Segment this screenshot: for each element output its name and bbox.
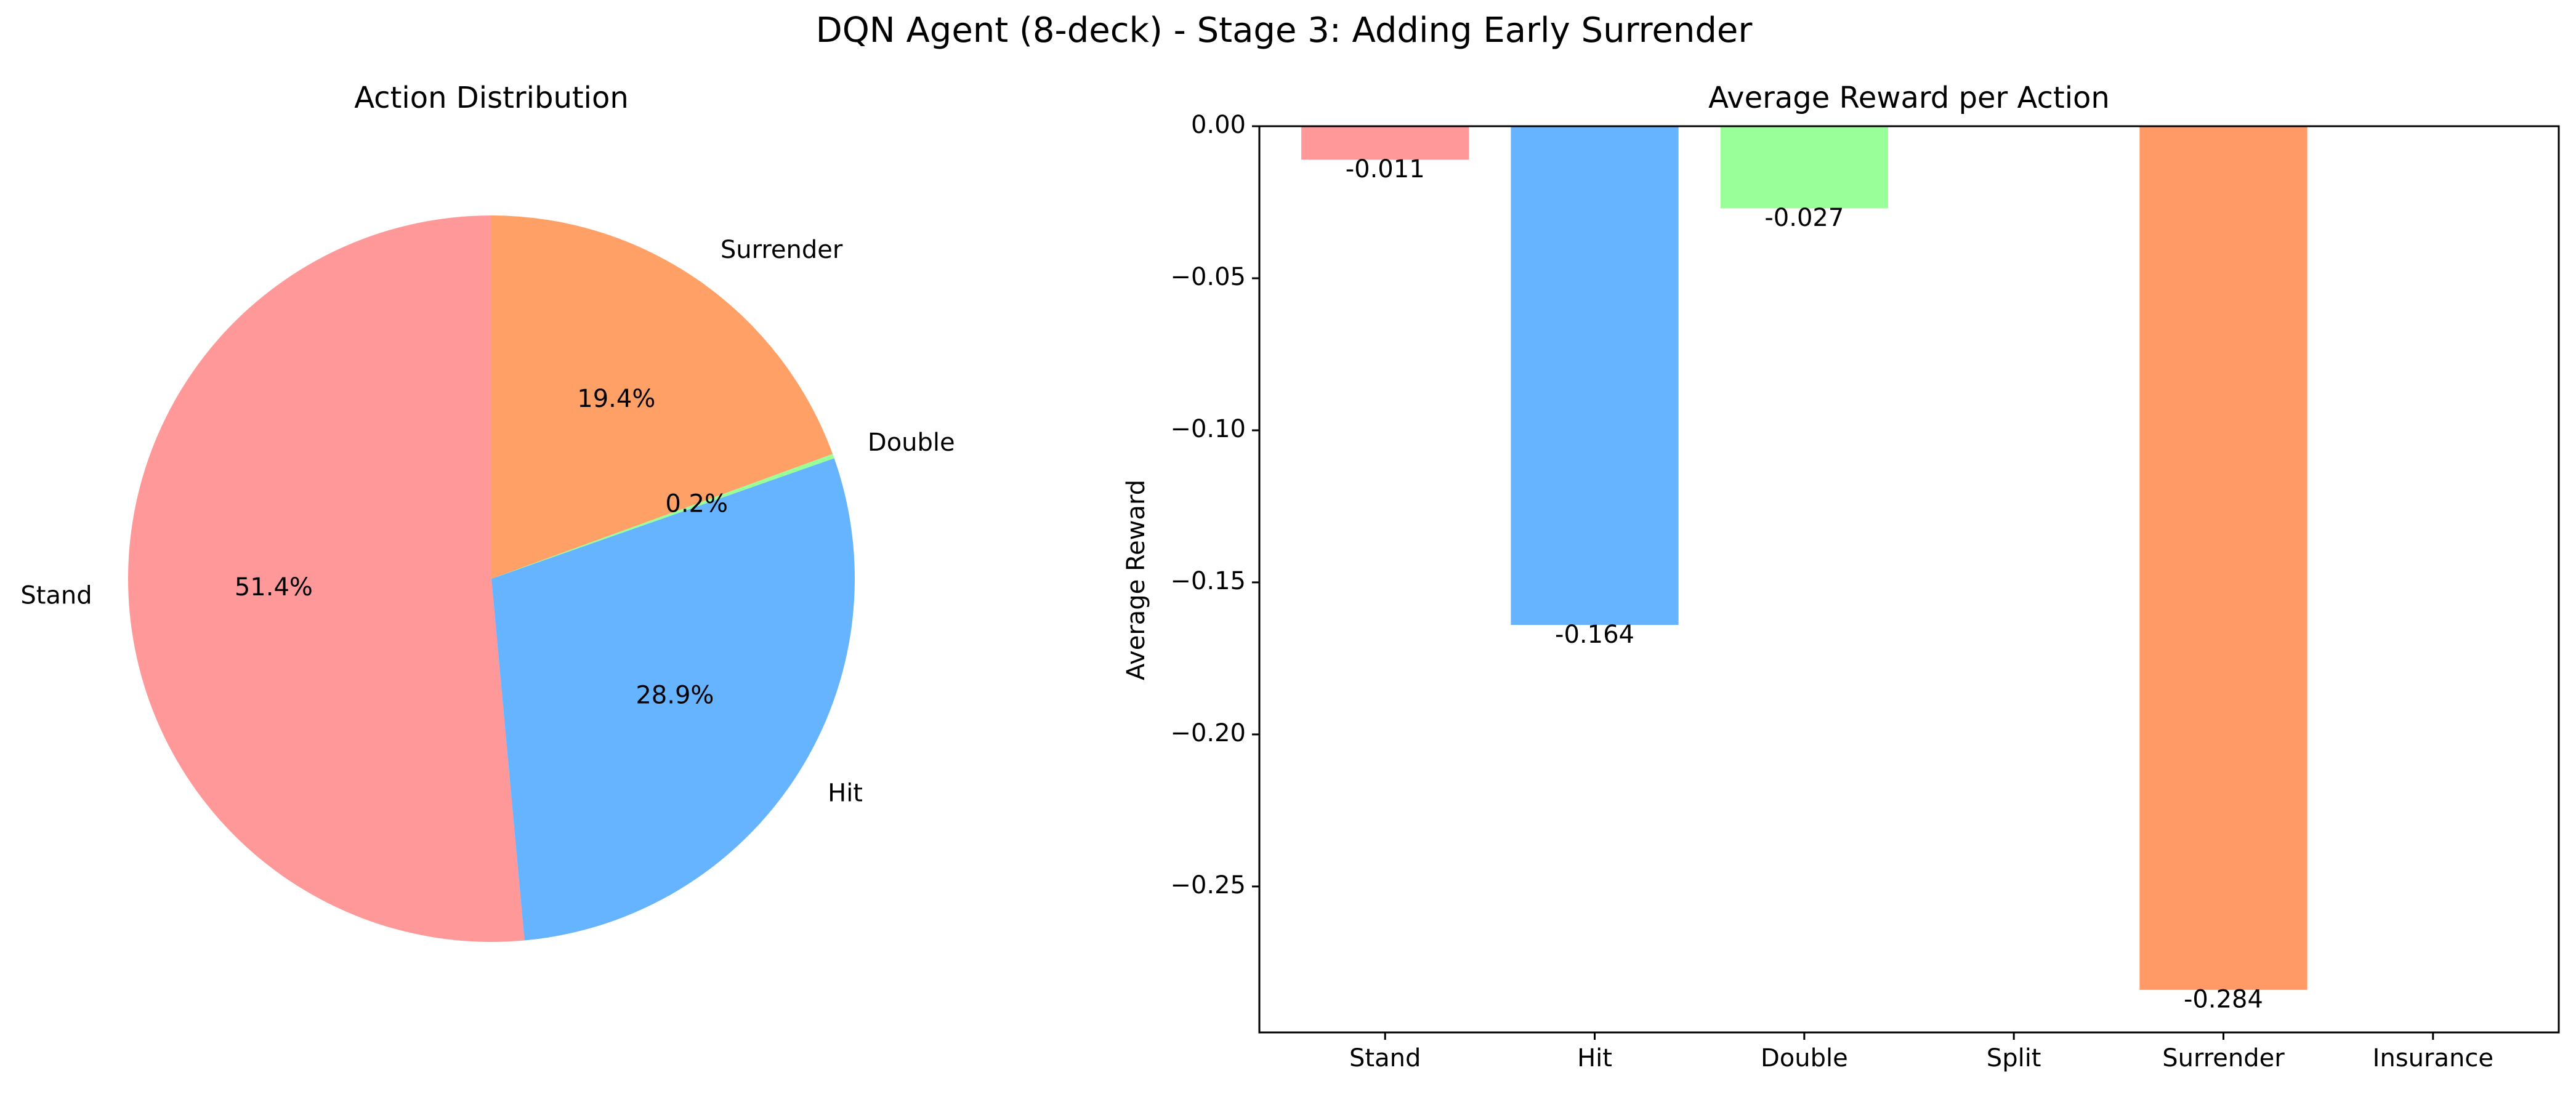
bar-value-label-surrender: -0.284 [2184,986,2263,1014]
pie-slice-label-double: Double [868,428,955,457]
pie-slice-label-stand: Stand [20,582,92,610]
bar-chart-panel: Average Reward per Action Average Reward… [1122,81,2560,1072]
bar-value-label-double: -0.027 [1764,204,1844,232]
bar-chart-x-axis: Stand Hit Double Split Surrender Insurance [1349,1032,2493,1072]
pie-slice-pct-hit: 28.9% [636,681,714,709]
y-tick-label-5: −0.25 [1170,871,1246,899]
bar-chart-y-axis: 0.00 −0.05 −0.10 −0.15 −0.20 −0.25 [1170,111,1259,899]
y-tick-label-0: 0.00 [1191,111,1246,139]
pie-slice-pct-surrender: 19.4% [577,385,655,413]
pie-slices [128,215,855,942]
figure-suptitle: DQN Agent (8-deck) - Stage 3: Adding Ear… [816,10,1753,50]
bar-series [1301,126,2307,990]
bar-surrender [2139,126,2307,990]
pie-slice-label-hit: Hit [828,779,863,808]
y-tick-label-2: −0.10 [1170,415,1246,443]
y-tick-label-4: −0.20 [1170,719,1246,747]
pie-slice-stand [128,215,525,942]
bar-value-label-stand: -0.011 [1346,155,1425,183]
bar-chart-y-axis-label: Average Reward [1122,480,1150,680]
pie-chart-panel: Action Distribution Stand 51.4% Hit 28.9% Do… [20,81,955,942]
x-tick-label-double: Double [1761,1044,1848,1072]
pie-chart-title: Action Distribution [354,81,629,115]
bar-chart-plot-frame [1258,125,2560,1034]
y-tick-label-3: −0.15 [1170,567,1246,595]
bar-value-label-hit: -0.164 [1555,621,1634,649]
bar-value-labels: -0.011 -0.164 -0.027 -0.284 [1346,155,2263,1014]
bar-hit [1511,126,1679,625]
bar-stand [1301,126,1469,160]
pie-slice-label-surrender: Surrender [721,236,843,264]
bar-double [1720,126,1888,209]
bar-chart-title: Average Reward per Action [1708,81,2110,115]
x-tick-label-stand: Stand [1349,1044,1421,1072]
x-tick-label-hit: Hit [1577,1044,1612,1072]
y-tick-label-1: −0.05 [1170,263,1246,291]
x-tick-label-split: Split [1987,1044,2041,1072]
pie-slice-surrender [491,215,833,579]
pie-slice-double [491,454,834,579]
pie-slice-pct-stand: 51.4% [235,573,313,601]
x-tick-label-surrender: Surrender [2162,1044,2285,1072]
pie-labels: Stand 51.4% Hit 28.9% Double 0.2% Surrender 19.… [20,236,955,808]
pie-slice-pct-double: 0.2% [665,489,728,518]
x-tick-label-insurance: Insurance [2373,1044,2493,1072]
pie-slice-hit [491,458,855,941]
